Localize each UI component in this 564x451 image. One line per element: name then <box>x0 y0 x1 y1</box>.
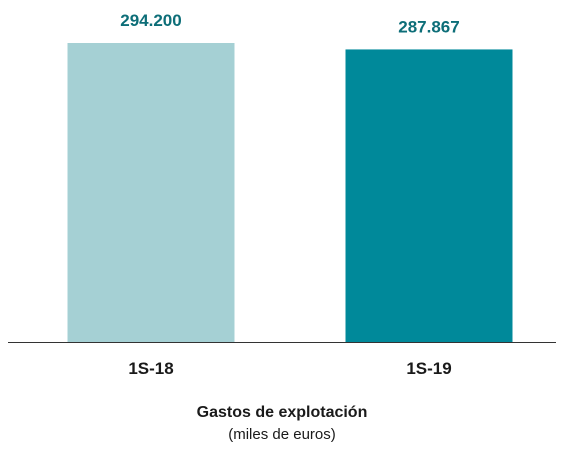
value-label-1S-18: 294.200 <box>120 11 181 30</box>
chart-title: Gastos de explotación <box>196 404 368 421</box>
bar-1S-18 <box>67 43 235 342</box>
chart-subtitle: (miles de euros) <box>228 426 336 443</box>
value-label-1S-19: 287.867 <box>398 17 459 36</box>
x-tick-label-1S-18: 1S-18 <box>128 359 173 378</box>
x-tick-label-1S-19: 1S-19 <box>406 359 451 378</box>
bar-1S-19 <box>345 49 513 342</box>
